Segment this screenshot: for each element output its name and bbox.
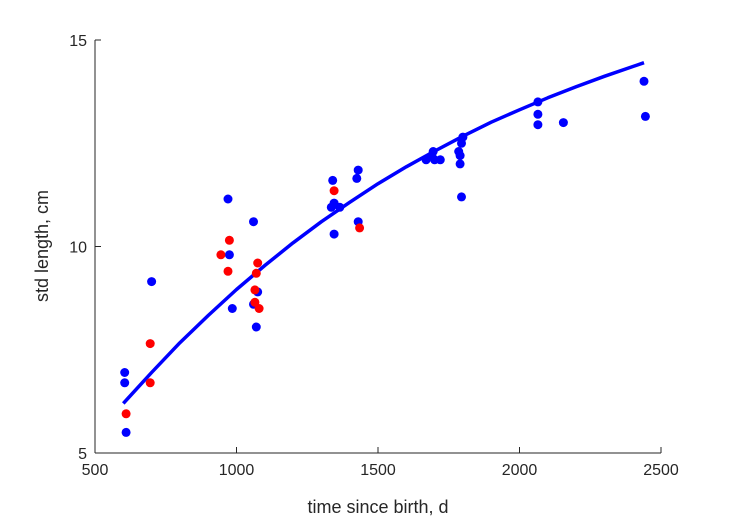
x-tick-label: 500 (82, 462, 109, 479)
blue-data-point (251, 322, 261, 332)
blue-data-point (329, 229, 339, 239)
blue-data-point (533, 109, 543, 119)
blue-data-point (147, 277, 157, 287)
blue-data-point (455, 159, 465, 169)
blue-data-point (120, 368, 130, 377)
red-data-point (329, 186, 339, 196)
blue-data-point (121, 427, 131, 437)
red-data-point (224, 235, 234, 245)
x-tick-label: 2000 (502, 462, 538, 479)
fit-curve (122, 61, 645, 405)
blue-data-point (249, 217, 258, 227)
blue-data-point (428, 147, 438, 156)
blue-data-point (223, 194, 233, 204)
blue-data-point (533, 120, 543, 130)
y-tick-label: 10 (69, 240, 87, 257)
red-data-point (121, 409, 131, 419)
blue-data-point (558, 118, 568, 128)
x-tick-label: 2500 (643, 462, 679, 479)
series-layer (120, 61, 650, 437)
red-data-point (216, 250, 226, 260)
red-data-point (145, 378, 155, 388)
y-tick-label: 15 (69, 33, 87, 50)
blue-data-point (455, 151, 465, 161)
red-data-point (355, 223, 365, 233)
axes (94, 40, 661, 454)
x-axis-label: time since birth, d (307, 497, 448, 517)
ticks: 500 1000 1500 2000 2500 5 10 15 (69, 33, 679, 479)
blue-data-point (328, 175, 338, 185)
blue-data-point (224, 250, 234, 260)
y-tick-label: 5 (78, 446, 87, 463)
blue-data-point (458, 132, 468, 142)
blue-data-point (457, 192, 466, 202)
blue-data-point (120, 378, 130, 388)
x-tick-label: 1500 (360, 462, 396, 479)
red-data-point (254, 304, 264, 313)
red-data-point (223, 266, 233, 276)
blue-data-point (435, 155, 445, 165)
blue-data-point (639, 76, 649, 86)
blue-data-point (353, 165, 363, 175)
red-data-point (251, 268, 261, 278)
blue-data-point (640, 111, 650, 121)
blue-data-point (352, 173, 362, 183)
red-data-point (250, 285, 260, 295)
x-tick-label: 1000 (219, 462, 255, 479)
red-data-point (253, 258, 263, 268)
y-axis-label: std length, cm (32, 190, 52, 302)
red-data-point (145, 339, 155, 349)
blue-data-point (533, 97, 543, 107)
blue-data-point (335, 202, 345, 212)
blue-data-point (227, 304, 237, 313)
